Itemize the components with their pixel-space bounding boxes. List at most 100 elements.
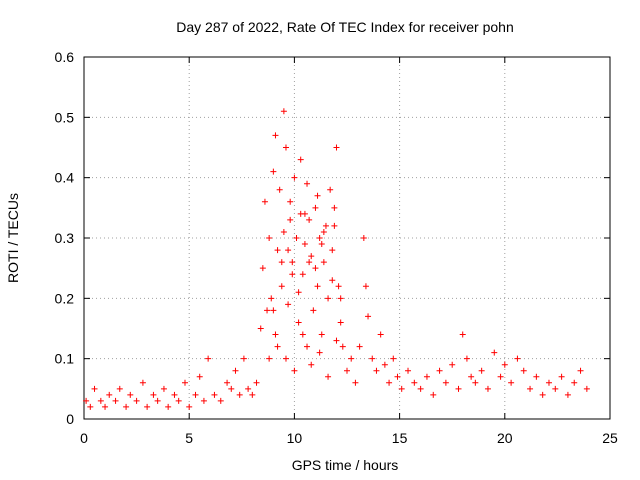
data-point <box>261 198 268 205</box>
x-axis-label: GPS time / hours <box>292 457 399 473</box>
data-point <box>314 283 321 290</box>
data-point <box>165 403 172 410</box>
data-point <box>160 385 167 392</box>
data-point <box>102 403 109 410</box>
data-point <box>381 361 388 368</box>
data-point <box>91 385 98 392</box>
data-point <box>333 144 340 151</box>
data-point <box>299 331 306 338</box>
data-point <box>320 228 327 235</box>
chart-title: Day 287 of 2022, Rate Of TEC Index for r… <box>176 19 513 35</box>
y-tick-label: 0 <box>66 411 74 427</box>
data-point <box>83 397 90 404</box>
data-point <box>295 289 302 296</box>
data-point <box>322 222 329 229</box>
data-point <box>472 379 479 386</box>
data-point <box>352 379 359 386</box>
x-tick-label: 5 <box>185 430 193 446</box>
data-point <box>320 259 327 266</box>
y-tick-label: 0.4 <box>55 170 75 186</box>
data-point <box>289 259 296 266</box>
data-point <box>192 391 199 398</box>
data-point <box>272 132 279 139</box>
data-point <box>127 391 134 398</box>
data-point <box>217 397 224 404</box>
data-point <box>301 210 308 217</box>
data-point <box>249 391 256 398</box>
data-point <box>282 355 289 362</box>
data-point <box>304 180 311 187</box>
x-tick-label: 20 <box>497 430 513 446</box>
data-point <box>365 313 372 320</box>
y-axis-label: ROTI / TECUs <box>5 193 21 283</box>
data-point <box>325 373 332 380</box>
data-point <box>327 186 334 193</box>
data-point <box>266 235 273 241</box>
data-point <box>459 331 466 338</box>
data-point <box>211 391 218 398</box>
data-point <box>501 361 508 368</box>
data-point <box>257 325 264 332</box>
data-point <box>527 385 534 392</box>
data-point <box>318 241 325 248</box>
data-point <box>583 385 590 392</box>
data-point <box>497 373 504 380</box>
data-point <box>514 355 521 362</box>
data-point <box>344 367 350 374</box>
x-axis-ticks: 0 5 10 15 20 25 <box>80 57 618 446</box>
data-point <box>442 379 449 386</box>
plot-frame <box>83 56 611 420</box>
data-point <box>369 355 376 362</box>
data-point <box>274 343 281 350</box>
data-point <box>436 367 443 374</box>
data-point <box>253 379 260 386</box>
data-point <box>348 355 355 362</box>
data-point <box>316 349 323 356</box>
data-point <box>306 216 313 223</box>
data-point <box>571 379 578 386</box>
data-point <box>278 283 285 290</box>
data-point <box>455 385 462 392</box>
data-point <box>491 349 498 356</box>
data-point <box>411 379 418 386</box>
data-point <box>270 307 277 314</box>
x-tick-label: 15 <box>392 430 408 446</box>
data-point <box>508 379 515 386</box>
data-point <box>171 391 178 398</box>
data-point <box>533 373 540 380</box>
data-point <box>463 355 470 362</box>
data-point <box>266 355 273 362</box>
data-point <box>329 277 336 284</box>
data-point <box>274 247 281 254</box>
data-point <box>577 367 584 374</box>
data-point <box>362 283 369 290</box>
data-point <box>558 373 565 380</box>
data-point <box>224 379 231 386</box>
data-point <box>295 319 302 326</box>
data-point <box>181 379 188 386</box>
data-point <box>280 228 287 235</box>
y-axis-ticks: 0 0.1 0.2 0.3 0.4 0.5 0.6 <box>55 49 610 427</box>
data-point <box>360 235 367 241</box>
data-point <box>449 361 456 368</box>
data-point <box>291 367 298 374</box>
y-tick-label: 0.6 <box>55 49 75 65</box>
data-point <box>564 391 571 398</box>
data-point <box>133 397 140 404</box>
data-point <box>423 373 430 380</box>
data-point <box>278 259 285 266</box>
data-point <box>430 391 437 398</box>
y-tick-label: 0.1 <box>55 351 75 367</box>
data-point <box>299 271 306 278</box>
data-point <box>106 391 113 398</box>
data-point <box>484 385 491 392</box>
data-point <box>139 379 146 386</box>
data-point <box>316 235 323 241</box>
data-point <box>308 253 315 260</box>
data-point <box>270 168 277 175</box>
data-point <box>386 379 393 386</box>
data-point <box>123 403 130 410</box>
data-point <box>325 295 332 302</box>
y-tick-label: 0.3 <box>55 230 75 246</box>
